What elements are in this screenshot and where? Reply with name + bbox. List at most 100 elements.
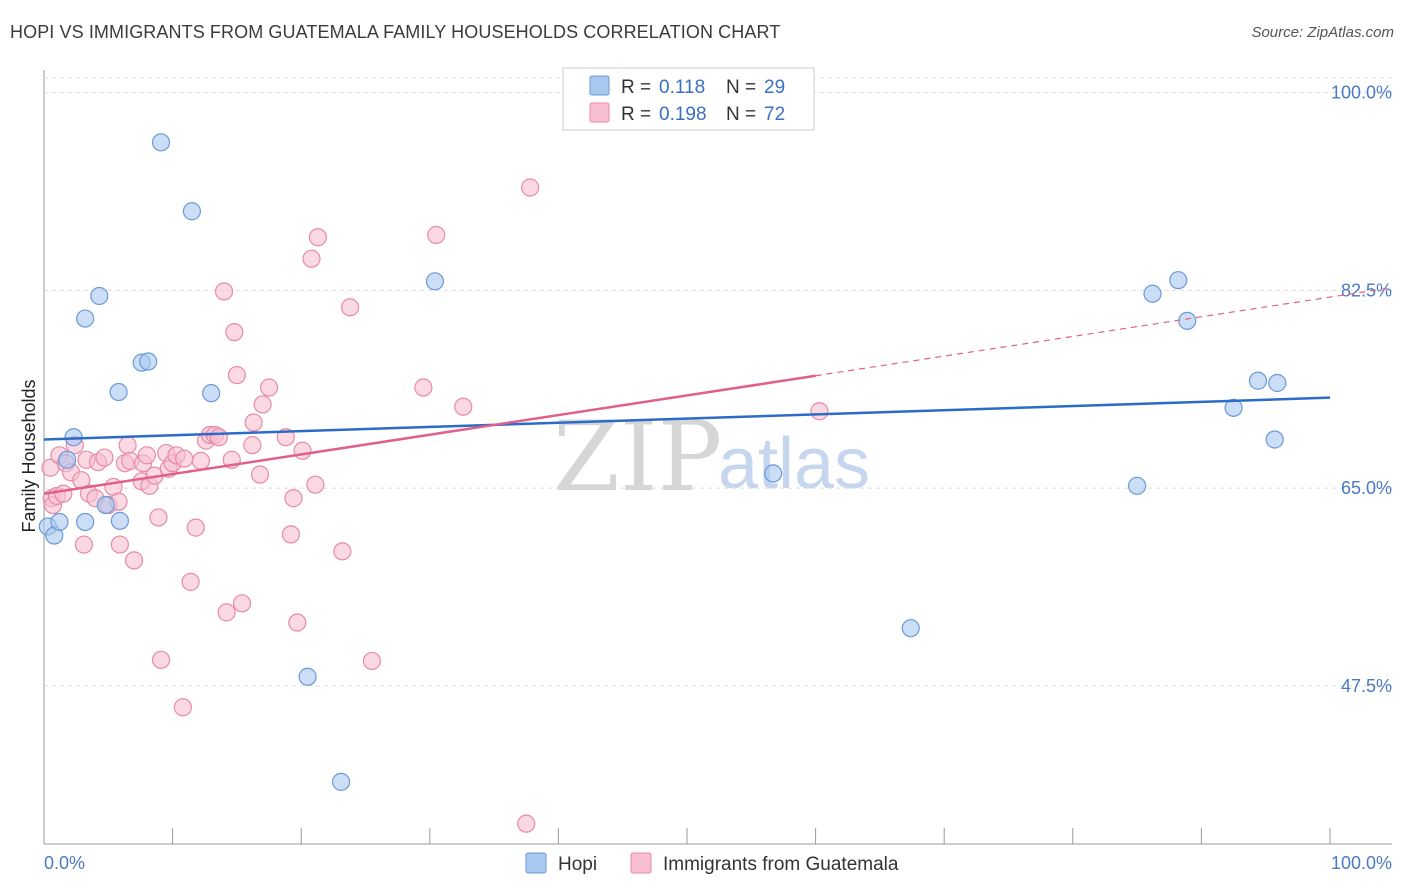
hopi-point-9 <box>109 382 128 402</box>
guatemala-point-50 <box>243 436 262 455</box>
guatemala-point-64 <box>340 298 360 317</box>
guatemala-point-43 <box>209 428 228 447</box>
guatemala-point-21 <box>118 436 137 455</box>
guatemala-point-59 <box>293 441 312 460</box>
trend-layer <box>43 287 1393 495</box>
guatemala-point-47 <box>225 323 244 342</box>
hopi-point-26 <box>1248 371 1268 390</box>
hopi-point-24 <box>1178 311 1197 330</box>
hopi-point-5 <box>76 512 95 532</box>
legend-r-label-hopi: R = <box>621 77 651 98</box>
guatemala-point-61 <box>306 475 325 494</box>
legend-swatch-hopi <box>589 75 610 96</box>
hopi-point-18 <box>425 272 445 291</box>
hopi-point-27 <box>1265 430 1284 449</box>
bottom-legend: Hopi Immigrants from Guatemala <box>525 852 899 875</box>
hopi-point-3 <box>58 450 77 469</box>
guatemala-point-63 <box>333 542 352 561</box>
guatemala-point-26 <box>137 446 156 465</box>
guatemala-point-38 <box>186 518 205 537</box>
chart-source: Source: ZipAtlas.com <box>1251 24 1394 41</box>
guatemala-point-57 <box>284 489 303 508</box>
guatemala-trend-line-extrapolated <box>815 287 1393 377</box>
guatemala-point-10 <box>74 535 93 554</box>
guatemala-point-37 <box>181 572 200 591</box>
guatemala-point-45 <box>217 603 236 622</box>
bottom-legend-label-guatemala: Immigrants from Guatemala <box>663 854 899 875</box>
hopi-point-7 <box>90 286 109 306</box>
legend-n-value-hopi: 29 <box>764 77 785 98</box>
hopi-point-16 <box>298 667 317 686</box>
hopi-point-25 <box>1224 398 1243 417</box>
guatemala-point-35 <box>173 698 192 717</box>
hopi-point-14 <box>182 202 201 221</box>
guatemala-point-62 <box>308 228 328 247</box>
guatemala-point-19 <box>110 535 129 554</box>
y-axis-title: Family Households <box>19 379 39 532</box>
hopi-point-6 <box>76 309 95 328</box>
x-tick-label-min: 0.0% <box>44 853 85 873</box>
hopi-point-23 <box>1169 271 1188 290</box>
legend-r-label-guatemala: R = <box>621 104 651 125</box>
bottom-legend-swatch-hopi <box>525 852 547 874</box>
bottom-legend-label-hopi: Hopi <box>558 854 597 875</box>
grid-layer <box>44 77 1392 687</box>
guatemala-point-70 <box>521 178 540 197</box>
guatemala-point-71 <box>810 402 829 421</box>
guatemala-point-15 <box>95 448 114 467</box>
guatemala-point-54 <box>259 378 279 397</box>
guatemala-point-56 <box>281 525 301 544</box>
x-tick-label-max: 100.0% <box>1331 853 1392 873</box>
guatemala-point-30 <box>151 650 171 669</box>
legend: R = 0.118 N = 29 R = 0.198 N = 72 <box>562 67 815 131</box>
guatemala-point-66 <box>414 378 433 397</box>
legend-n-label-guatemala: N = <box>726 104 756 125</box>
hopi-point-2 <box>50 512 69 532</box>
guatemala-point-44 <box>214 282 234 301</box>
bottom-legend-swatch-guatemala <box>630 852 652 874</box>
y-tick-label-2: 65.0% <box>1341 478 1392 498</box>
y-tick-label-3: 47.5% <box>1341 676 1392 696</box>
hopi-point-12 <box>139 352 158 371</box>
hopi-point-10 <box>110 511 129 530</box>
guatemala-point-52 <box>250 465 270 484</box>
watermark-atlas: atlas <box>718 424 870 504</box>
hopi-point-22 <box>1143 284 1162 303</box>
guatemala-point-36 <box>175 449 194 468</box>
hopi-point-19 <box>764 464 783 483</box>
hopi-point-8 <box>96 495 115 515</box>
x-ticks <box>43 828 1331 844</box>
guatemala-point-60 <box>302 249 321 268</box>
hopi-point-15 <box>202 384 221 403</box>
y-tick-label-0: 100.0% <box>1331 83 1392 103</box>
legend-r-value-guatemala: 0.198 <box>659 104 707 125</box>
legend-n-label-hopi: N = <box>726 77 756 98</box>
guatemala-point-49 <box>232 594 252 613</box>
legend-swatch-guatemala <box>589 102 610 123</box>
guatemala-point-53 <box>253 395 272 414</box>
legend-n-value-guatemala: 72 <box>764 104 785 125</box>
hopi-point-21 <box>1127 476 1147 495</box>
y-tick-labels: 100.0% 82.5% 65.0% 47.5% <box>1331 83 1392 696</box>
guatemala-point-68 <box>454 397 473 416</box>
guatemala-point-5 <box>54 484 73 503</box>
hopi-point-20 <box>901 619 920 638</box>
guatemala-point-67 <box>427 225 446 245</box>
chart-title: HOPI VS IMMIGRANTS FROM GUATEMALA FAMILY… <box>10 22 781 42</box>
guatemala-point-48 <box>227 365 246 385</box>
guatemala-point-69 <box>517 814 536 833</box>
hopi-trend-line <box>43 396 1331 441</box>
guatemala-point-51 <box>244 413 263 432</box>
guatemala-point-39 <box>191 451 210 471</box>
hopi-point-17 <box>331 772 351 791</box>
guatemala-point-58 <box>288 613 307 632</box>
guatemala-trend-line <box>43 374 816 495</box>
guatemala-point-23 <box>124 551 144 570</box>
points-layer <box>38 133 1287 833</box>
legend-r-value-hopi: 0.118 <box>659 77 705 98</box>
guatemala-point-65 <box>362 651 382 671</box>
hopi-point-13 <box>151 133 171 152</box>
y-tick-label-1: 82.5% <box>1341 280 1392 300</box>
hopi-point-28 <box>1268 373 1287 393</box>
